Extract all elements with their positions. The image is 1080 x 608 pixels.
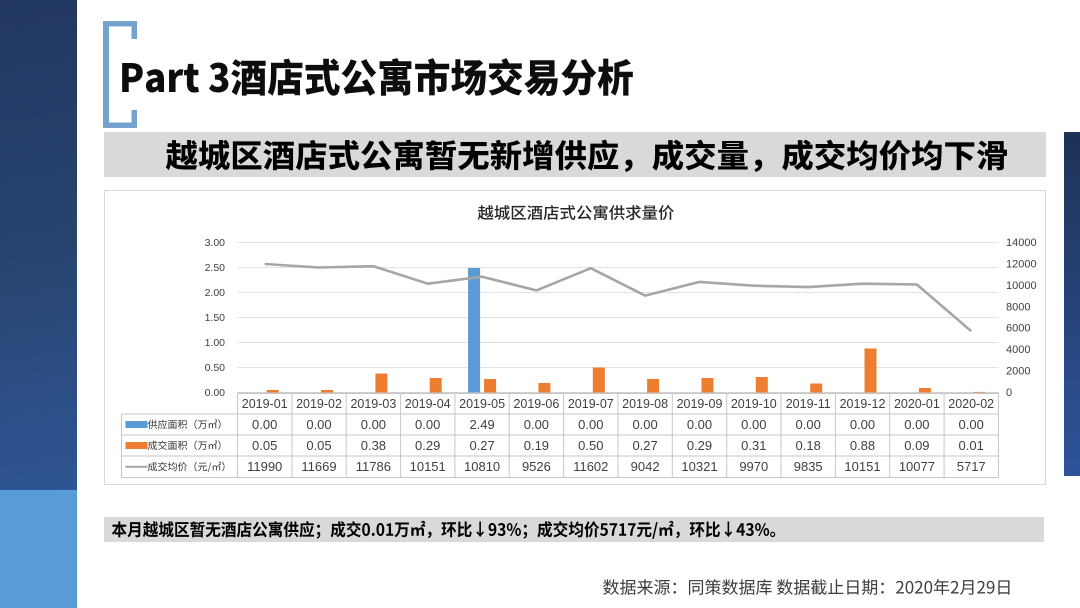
svg-text:0.29: 0.29 [415, 438, 440, 453]
svg-text:0.00: 0.00 [959, 417, 984, 432]
svg-text:0.19: 0.19 [524, 438, 549, 453]
svg-text:0.00: 0.00 [904, 417, 929, 432]
svg-text:0.38: 0.38 [361, 438, 386, 453]
svg-text:5717: 5717 [957, 459, 986, 474]
svg-text:12000: 12000 [1006, 258, 1037, 270]
svg-text:10000: 10000 [1006, 280, 1037, 292]
svg-text:2019-08: 2019-08 [622, 397, 668, 411]
svg-text:10321: 10321 [681, 459, 717, 474]
svg-text:0.00: 0.00 [850, 417, 875, 432]
svg-text:11786: 11786 [356, 459, 391, 474]
svg-text:4000: 4000 [1006, 344, 1030, 356]
svg-text:2019-07: 2019-07 [568, 397, 614, 411]
svg-text:2019-10: 2019-10 [731, 397, 777, 411]
svg-text:11990: 11990 [247, 459, 282, 474]
svg-text:0.31: 0.31 [741, 438, 766, 453]
svg-text:2020-02: 2020-02 [948, 397, 994, 411]
svg-text:2019-01: 2019-01 [242, 397, 288, 411]
svg-text:0.00: 0.00 [796, 417, 821, 432]
svg-text:0.50: 0.50 [205, 362, 226, 374]
svg-text:2020-01: 2020-01 [894, 397, 940, 411]
svg-text:9042: 9042 [631, 459, 660, 474]
svg-text:11669: 11669 [301, 459, 336, 474]
svg-text:10151: 10151 [410, 459, 446, 474]
svg-text:10077: 10077 [899, 459, 935, 474]
svg-text:0.00: 0.00 [205, 387, 226, 399]
svg-text:0.00: 0.00 [578, 417, 603, 432]
svg-text:2000: 2000 [1006, 366, 1030, 378]
svg-text:0.27: 0.27 [632, 438, 657, 453]
svg-text:0.00: 0.00 [632, 417, 657, 432]
svg-text:9526: 9526 [522, 459, 551, 474]
svg-text:0.29: 0.29 [687, 438, 712, 453]
svg-text:0.00: 0.00 [252, 417, 277, 432]
svg-text:2019-12: 2019-12 [840, 397, 886, 411]
svg-text:0.27: 0.27 [469, 438, 494, 453]
svg-text:10151: 10151 [844, 459, 880, 474]
svg-text:0.88: 0.88 [850, 438, 875, 453]
svg-text:0.00: 0.00 [415, 417, 440, 432]
svg-text:0: 0 [1006, 387, 1012, 399]
svg-text:0.01: 0.01 [959, 438, 984, 453]
svg-text:2019-11: 2019-11 [786, 397, 831, 411]
svg-text:0.05: 0.05 [306, 438, 331, 453]
svg-text:9835: 9835 [794, 459, 823, 474]
svg-text:0.00: 0.00 [741, 417, 766, 432]
svg-text:2019-03: 2019-03 [350, 397, 396, 411]
svg-text:9970: 9970 [739, 459, 768, 474]
svg-text:0.00: 0.00 [361, 417, 386, 432]
svg-text:1.50: 1.50 [205, 312, 226, 324]
svg-text:8000: 8000 [1006, 301, 1030, 313]
svg-text:0.00: 0.00 [687, 417, 712, 432]
svg-text:2019-04: 2019-04 [405, 397, 451, 411]
svg-text:1.00: 1.00 [205, 337, 226, 349]
svg-text:0.09: 0.09 [904, 438, 929, 453]
svg-text:2019-09: 2019-09 [677, 397, 723, 411]
svg-text:10810: 10810 [464, 459, 500, 474]
svg-text:0.00: 0.00 [306, 417, 331, 432]
svg-text:2.50: 2.50 [205, 262, 226, 274]
svg-text:2019-05: 2019-05 [459, 397, 505, 411]
svg-text:11602: 11602 [573, 459, 608, 474]
svg-text:2.49: 2.49 [469, 417, 494, 432]
svg-text:0.05: 0.05 [252, 438, 277, 453]
svg-text:6000: 6000 [1006, 323, 1030, 335]
svg-text:2019-06: 2019-06 [513, 397, 559, 411]
svg-text:2019-02: 2019-02 [296, 397, 342, 411]
svg-text:0.50: 0.50 [578, 438, 603, 453]
svg-text:14000: 14000 [1006, 237, 1037, 249]
svg-text:0.18: 0.18 [796, 438, 821, 453]
svg-text:0.00: 0.00 [524, 417, 549, 432]
svg-text:3.00: 3.00 [205, 237, 226, 249]
svg-text:2.00: 2.00 [205, 287, 226, 299]
